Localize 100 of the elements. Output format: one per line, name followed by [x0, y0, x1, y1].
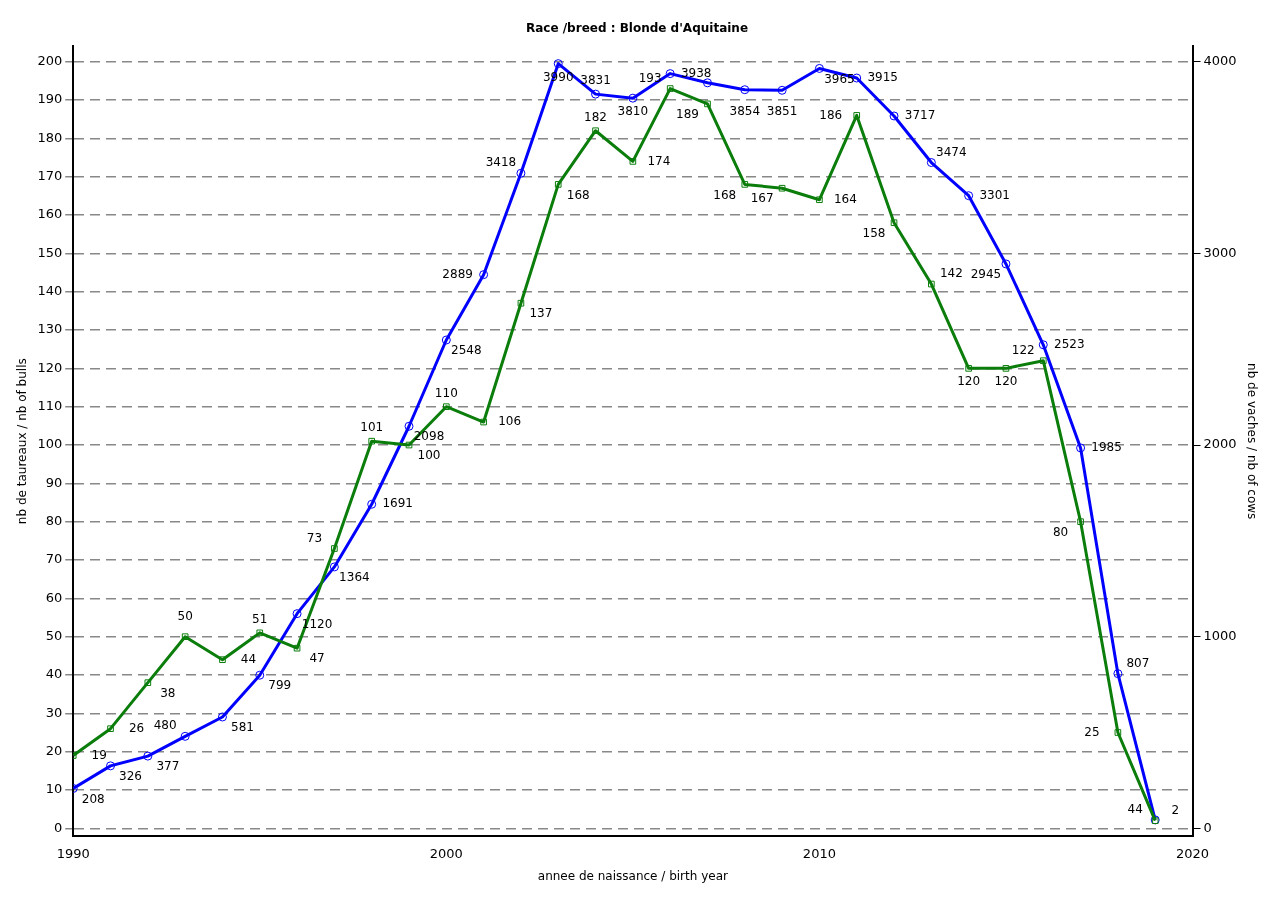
data-label: 25: [1084, 724, 1100, 739]
point: [144, 679, 152, 687]
point: [479, 270, 489, 280]
y-tick-label: 130: [37, 321, 63, 337]
y-tick-label: 200: [37, 53, 63, 69]
point: [778, 184, 786, 192]
data-label: 164: [833, 191, 857, 206]
data-label: 1364: [339, 570, 370, 585]
point: [702, 78, 712, 88]
data-label: 168: [566, 187, 590, 202]
y-axis-title: nb de taureaux / nb of bulls: [15, 358, 30, 525]
data-label: 167: [750, 191, 774, 206]
data-label: 47: [309, 651, 325, 666]
data-label: 2889: [442, 266, 473, 281]
point: [107, 725, 114, 732]
y-tick-label: 140: [37, 283, 63, 299]
point: [329, 562, 339, 572]
x-tick-label: 2020: [1175, 846, 1210, 862]
y2-tick-label: 1000: [1203, 628, 1237, 644]
point: [889, 111, 899, 121]
data-label: 137: [529, 306, 553, 321]
point: [404, 421, 414, 431]
point: [665, 69, 675, 79]
y-tick-label: 70: [45, 551, 63, 567]
data-label: 2945: [970, 267, 1002, 282]
point: [1001, 259, 1011, 269]
data-label: 3810: [617, 104, 649, 119]
point: [704, 100, 711, 108]
data-label: 208: [81, 791, 105, 806]
point: [1113, 669, 1123, 679]
point: [1076, 443, 1086, 453]
y-tick-label: 80: [45, 513, 63, 529]
x-tick-label: 1990: [56, 846, 90, 862]
data-label: 186: [819, 107, 843, 122]
data-label: 38: [160, 685, 176, 700]
point: [853, 112, 861, 119]
y2-axis-title: nb de vaches / nb of cows: [1244, 363, 1259, 520]
point: [181, 633, 189, 641]
data-label: 158: [862, 225, 886, 240]
y-tick-label: 20: [45, 743, 63, 759]
point: [592, 127, 599, 135]
y-tick-label: 90: [45, 474, 63, 490]
y2-tick-label: 3000: [1203, 244, 1237, 260]
data-label: 3965: [824, 71, 855, 86]
point: [740, 85, 750, 95]
data-label: 44: [1127, 802, 1143, 817]
y-tick-label: 170: [37, 168, 63, 184]
data-label: 480: [153, 718, 177, 733]
data-label: 110: [434, 385, 458, 400]
point: [517, 299, 525, 307]
point: [293, 644, 301, 652]
data-label: 2523: [1054, 336, 1085, 351]
data-label: 1985: [1091, 440, 1122, 455]
point: [256, 629, 264, 637]
point: [628, 93, 638, 103]
x-axis-title: annee de naissance / birth year: [537, 868, 728, 883]
point: [217, 712, 227, 722]
data-label: 377: [156, 759, 180, 774]
data-label: 168: [713, 187, 737, 202]
y-tick-label: 160: [37, 206, 63, 222]
y2-tick-label: 2000: [1203, 436, 1237, 452]
point: [516, 168, 526, 178]
x-tick-label: 2010: [802, 846, 836, 862]
data-label: 1691: [382, 496, 413, 511]
data-label: 3851: [766, 104, 798, 119]
point: [777, 85, 787, 95]
point: [816, 196, 823, 204]
point: [292, 609, 302, 619]
data-label: 50: [177, 608, 193, 623]
data-label: 3854: [729, 103, 761, 118]
point: [1077, 518, 1084, 526]
x-tick-label: 2000: [429, 846, 463, 862]
point: [964, 191, 974, 201]
data-label: 106: [498, 414, 522, 429]
point: [741, 181, 749, 188]
point: [1114, 729, 1122, 736]
data-label: 581: [231, 720, 254, 735]
data-label: 101: [360, 420, 384, 435]
data-label: 174: [647, 153, 671, 168]
data-label: 51: [252, 611, 268, 626]
point: [442, 403, 450, 411]
point: [928, 280, 935, 288]
point: [890, 219, 898, 227]
point: [591, 89, 601, 99]
data-label: 120: [957, 374, 981, 389]
data-label: 326: [119, 768, 142, 783]
data-label: 807: [1126, 655, 1150, 670]
data-label: 26: [128, 720, 145, 735]
point: [1002, 365, 1010, 372]
y-tick-label: 0: [53, 819, 63, 835]
point: [1039, 357, 1047, 365]
point: [331, 545, 338, 552]
data-label: 189: [676, 107, 699, 122]
data-label: 3831: [580, 73, 611, 88]
y-tick-label: 100: [37, 436, 63, 452]
y-tick-label: 110: [37, 398, 63, 414]
point: [106, 761, 116, 771]
y-tick-label: 190: [37, 91, 63, 107]
point: [666, 85, 674, 92]
y-tick-label: 30: [45, 704, 63, 720]
